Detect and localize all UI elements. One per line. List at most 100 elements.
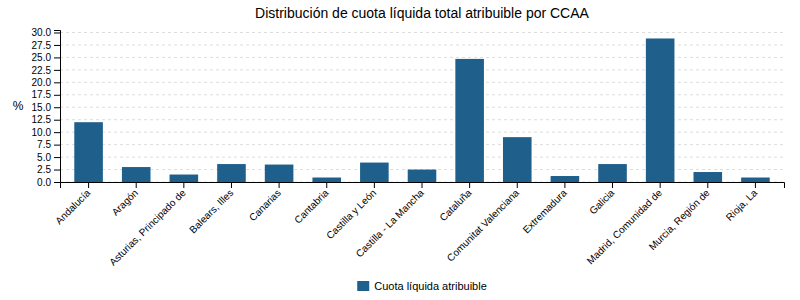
- y-tick-label: 22.5: [32, 65, 52, 76]
- x-tick-mark: [660, 182, 661, 188]
- grid-line: [60, 94, 784, 95]
- x-tick: Comunitat Valenciana: [445, 182, 522, 264]
- x-tick: Murcia, Región de: [647, 182, 712, 252]
- bars: [74, 38, 769, 182]
- y-tick-mark: [54, 107, 60, 108]
- y-tick-mark: [54, 157, 60, 158]
- y-tick-mark: [54, 170, 60, 171]
- x-tick: Aragón: [110, 182, 141, 218]
- x-tick-label: Cataluña: [437, 187, 473, 223]
- x-tick-label: Cantabria: [292, 187, 331, 226]
- y-tick-mark: [54, 132, 60, 133]
- y-tick: 27.5: [32, 40, 60, 51]
- x-tick-label: Castilla - La Mancha: [354, 187, 427, 260]
- y-tick: 20.0: [32, 77, 60, 88]
- grid-line: [60, 69, 784, 70]
- x-tick-label: Asturias, Principado de: [107, 187, 188, 268]
- x-tick-mark: [469, 182, 470, 188]
- bar: [360, 163, 389, 182]
- x-tick: Madrid, Comunidad de: [585, 182, 665, 266]
- y-tick: 30.0: [32, 27, 60, 38]
- bar: [741, 178, 770, 182]
- chart: 0.02.55.07.510.012.515.017.520.022.525.0…: [0, 0, 800, 300]
- y-tick-mark: [54, 182, 60, 183]
- y-tick: 10.0: [32, 127, 60, 138]
- grid-line: [60, 44, 784, 45]
- bar: [170, 175, 199, 182]
- y-tick-mark: [54, 32, 60, 33]
- x-tick-label: Murcia, Región de: [647, 187, 712, 252]
- x-tick-label: Rioja, La: [724, 187, 760, 223]
- y-tick-label: 0.0: [37, 177, 51, 188]
- y-tick: 22.5: [32, 65, 60, 76]
- x-tick-label: Madrid, Comunidad de: [585, 187, 665, 267]
- x-tick-mark: [326, 182, 327, 188]
- bar: [503, 137, 532, 182]
- x-tick-mark: [517, 182, 518, 188]
- plot: 0.02.55.07.510.012.515.017.520.022.525.0…: [32, 27, 785, 267]
- y-tick-mark: [54, 145, 60, 146]
- x-tick-label: Galicia: [587, 187, 617, 217]
- x-tick-label: Andalucía: [53, 187, 93, 227]
- grid-line: [60, 32, 784, 33]
- grid-line: [60, 119, 784, 120]
- bar: [694, 172, 723, 182]
- y-tick-label: 5.0: [37, 152, 51, 163]
- x-tick-label: Canarias: [247, 187, 283, 223]
- y-tick-mark: [54, 57, 60, 58]
- y-tick-mark: [54, 95, 60, 96]
- y-tick-label: 17.5: [32, 89, 52, 100]
- x-tick-label: Aragón: [110, 187, 141, 218]
- y-tick-label: 10.0: [32, 127, 52, 138]
- x-axis: Andalucía AragónAsturias, Principado deBa…: [53, 182, 784, 268]
- y-tick-label: 20.0: [32, 77, 52, 88]
- y-tick-label: 2.5: [37, 164, 51, 175]
- y-tick-mark: [54, 120, 60, 121]
- x-tick: Asturias, Principado de: [107, 182, 188, 268]
- y-axis-line: [54, 31, 61, 183]
- y-tick-label: 12.5: [32, 114, 52, 125]
- grid-line: [60, 157, 784, 158]
- x-tick-mark: [755, 182, 756, 188]
- y-tick-label: 7.5: [37, 139, 51, 150]
- grid: [60, 32, 784, 182]
- legend: Cuota líquida atribuible: [357, 280, 487, 292]
- y-tick: 7.5: [37, 139, 60, 150]
- x-tick-mark: [231, 182, 232, 188]
- x-tick-mark: [374, 182, 375, 188]
- x-tick: Extremadura: [521, 182, 570, 235]
- legend-label: Cuota líquida atribuible: [374, 280, 487, 292]
- y-axis-title: %: [13, 99, 24, 113]
- bar: [265, 165, 294, 182]
- x-tick-mark: [88, 182, 89, 188]
- y-tick: 0.0: [37, 177, 60, 188]
- grid-line: [60, 82, 784, 83]
- legend-swatch: [357, 281, 369, 291]
- grid-line: [60, 107, 784, 108]
- x-tick-label: Comunitat Valenciana: [445, 187, 522, 264]
- bar: [646, 38, 675, 182]
- x-tick: Cantabria: [292, 182, 331, 226]
- grid-line: [60, 57, 784, 58]
- x-tick: Castilla y León: [324, 182, 378, 241]
- x-tick: Castilla - La Mancha: [354, 182, 427, 259]
- bar: [217, 164, 246, 182]
- y-axis: 0.02.55.07.510.012.515.017.520.022.525.0…: [32, 27, 61, 188]
- x-tick-label: Castilla y León: [324, 187, 378, 241]
- bar: [598, 164, 627, 182]
- y-tick: 17.5: [32, 89, 60, 100]
- x-tick: Cataluña: [437, 182, 473, 223]
- x-tick-label: Extremadura: [521, 187, 570, 236]
- x-tick-mark: [422, 182, 423, 188]
- x-tick: Galicia: [587, 182, 617, 217]
- y-tick: 15.0: [32, 102, 60, 113]
- y-tick-mark: [54, 70, 60, 71]
- y-tick: 2.5: [37, 164, 60, 175]
- x-tick: Andalucía: [53, 182, 93, 226]
- grid-line: [60, 132, 784, 133]
- x-tick-mark: [183, 182, 184, 188]
- y-tick: 12.5: [32, 114, 60, 125]
- x-tick-mark: [136, 182, 137, 188]
- y-tick-label: 15.0: [32, 102, 52, 113]
- x-tick: Balears, Illes: [187, 182, 235, 235]
